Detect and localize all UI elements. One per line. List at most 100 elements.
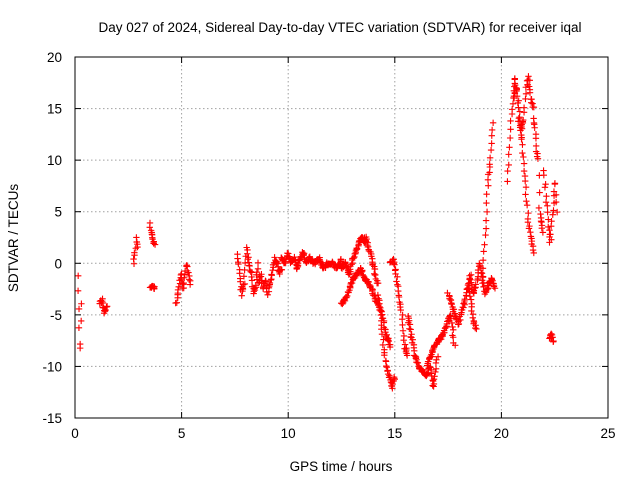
data-point (526, 89, 534, 96)
data-point (447, 315, 455, 322)
data-point (244, 250, 251, 257)
data-point (487, 146, 495, 154)
data-point (248, 277, 256, 284)
data-point (511, 81, 519, 89)
data-point (549, 211, 556, 218)
data-point (549, 334, 556, 341)
data-point (483, 199, 490, 207)
data-point (400, 336, 407, 344)
data-point (550, 207, 557, 214)
data-point (543, 193, 550, 200)
data-point (507, 117, 514, 125)
data-point (430, 376, 438, 383)
data-point (542, 180, 549, 188)
data-point (515, 115, 523, 122)
data-point (414, 359, 421, 367)
data-point (399, 327, 407, 334)
data-point (483, 208, 491, 216)
data-point (545, 223, 552, 231)
data-point (379, 341, 387, 349)
data-point (130, 255, 137, 263)
data-point (544, 209, 551, 216)
data-point (522, 191, 529, 198)
data-point (504, 167, 511, 175)
data-point (262, 278, 270, 285)
data-point (151, 241, 159, 248)
data-point (253, 269, 261, 276)
data-point (390, 373, 398, 381)
data-point (285, 250, 292, 257)
data-point (545, 216, 552, 223)
data-point (478, 269, 485, 276)
x-axis-label: GPS time / hours (290, 459, 393, 474)
data-point (381, 351, 388, 359)
data-point (376, 300, 383, 307)
plot-frame (74, 56, 609, 419)
data-point (523, 77, 531, 85)
data-point (488, 126, 496, 134)
data-point (273, 259, 280, 266)
data-point (486, 161, 493, 168)
data-point (395, 287, 402, 295)
data-point (520, 153, 527, 161)
data-point (186, 281, 194, 288)
data-point (350, 254, 357, 262)
data-point (536, 189, 543, 196)
x-tick-label: 25 (600, 426, 615, 441)
data-point (374, 279, 382, 287)
data-point (468, 307, 475, 315)
data-point (452, 342, 459, 349)
data-point (185, 276, 193, 283)
data-point (392, 270, 399, 278)
data-point (553, 208, 561, 216)
data-points (74, 73, 561, 392)
data-point (520, 167, 528, 175)
data-point (520, 104, 528, 111)
data-point (506, 144, 513, 151)
data-point (257, 273, 265, 280)
data-point (552, 191, 560, 198)
data-point (482, 225, 490, 232)
data-point (251, 285, 258, 292)
data-point (399, 321, 406, 329)
data-point (485, 182, 492, 189)
data-point (434, 353, 442, 360)
data-point (391, 261, 398, 268)
data-point (394, 273, 401, 281)
data-point (370, 270, 378, 277)
data-point (505, 161, 512, 169)
data-point (407, 326, 414, 333)
data-point (466, 272, 473, 279)
data-point (468, 279, 475, 286)
data-point (505, 151, 512, 158)
data-point (372, 271, 379, 279)
data-point (507, 126, 514, 133)
data-point (526, 77, 533, 84)
data-point (548, 236, 555, 243)
data-point (239, 284, 246, 292)
data-point (432, 368, 439, 376)
data-point (103, 303, 110, 311)
data-point (383, 364, 391, 371)
data-point (482, 231, 489, 239)
data-point (365, 278, 372, 286)
data-point (269, 267, 276, 274)
data-point (185, 269, 192, 276)
data-point (264, 291, 271, 299)
x-tick-label: 20 (494, 426, 509, 441)
data-point (247, 268, 254, 275)
data-point (525, 209, 532, 217)
data-point (374, 291, 382, 299)
y-tick-label: 15 (47, 102, 62, 117)
data-point (240, 273, 248, 280)
data-point (235, 260, 242, 268)
data-point (471, 284, 479, 292)
x-tick-label: 15 (387, 426, 402, 441)
data-point (524, 218, 532, 226)
data-point (467, 271, 475, 279)
data-point (463, 285, 471, 293)
data-point (481, 241, 488, 248)
data-point (535, 204, 543, 212)
data-point (291, 253, 298, 261)
data-point (479, 256, 487, 264)
